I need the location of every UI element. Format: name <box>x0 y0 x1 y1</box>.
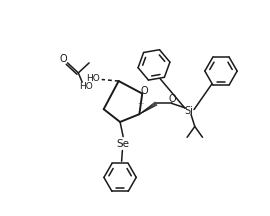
Text: O: O <box>60 54 68 64</box>
Text: Se: Se <box>117 138 130 149</box>
Text: HO: HO <box>86 74 100 83</box>
Text: O: O <box>141 86 149 95</box>
Text: ···: ··· <box>137 101 144 110</box>
Text: HO: HO <box>79 82 93 91</box>
Text: O: O <box>169 94 176 104</box>
Text: Si: Si <box>184 106 193 116</box>
